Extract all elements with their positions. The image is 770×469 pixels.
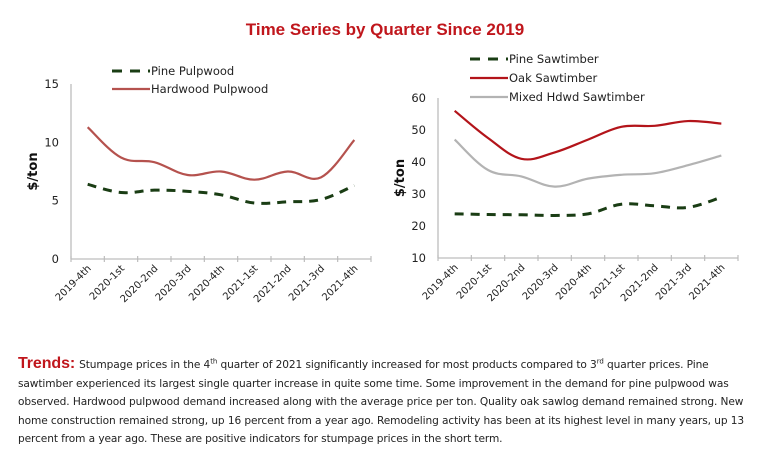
series-line-pine-sawtimber: [454, 195, 722, 217]
y-tick-label: 15: [44, 77, 59, 91]
legend-label: Oak Sawtimber: [509, 71, 597, 85]
y-tick-label: 40: [411, 155, 426, 169]
charts-canvas: 0510152019-4th2020-1st2020-2nd2020-3rd20…: [26, 52, 739, 305]
series-line-pine-pulpwood: [87, 182, 355, 205]
pulpwood-chart: 0510152019-4th2020-1st2020-2nd2020-3rd20…: [26, 64, 372, 305]
y-tick-label: 30: [411, 187, 426, 201]
y-tick-label: 20: [411, 219, 426, 233]
trends-text-1: Stumpage prices in the 4: [79, 359, 211, 371]
x-tick-label: 2020-4th: [554, 262, 594, 302]
trends-sup-1: th: [210, 357, 218, 366]
y-tick-label: 5: [52, 194, 59, 208]
trends-label: Trends:: [18, 355, 76, 372]
sawtimber-chart: 1020304050602019-4th2020-1st2020-2nd2020…: [393, 52, 739, 304]
trends-text-3: quarter prices. Pine sawtimber experienc…: [18, 359, 745, 446]
x-tick-label: 2021-4th: [687, 262, 727, 302]
y-tick-label: 60: [411, 91, 426, 105]
y-axis-title: $/ton: [26, 152, 41, 190]
y-tick-label: 10: [44, 135, 59, 149]
series-line-oak-sawtimber: [453, 109, 722, 161]
y-axis-title: $/ton: [393, 159, 408, 197]
y-tick-label: 10: [411, 251, 426, 265]
series-line-hardwood-pulpwood: [86, 126, 356, 181]
legend-label: Pine Sawtimber: [509, 52, 599, 66]
legend-label: Hardwood Pulpwood: [151, 82, 268, 96]
y-tick-label: 50: [411, 123, 426, 137]
page-title: Time Series by Quarter Since 2019: [245, 20, 525, 39]
legend-label: Mixed Hdwd Sawtimber: [509, 90, 645, 104]
trends-sup-2: rd: [596, 357, 604, 366]
legend-label: Pine Pulpwood: [151, 64, 234, 78]
x-tick-label: 2020-4th: [187, 263, 227, 303]
x-tick-label: 2019-4th: [54, 263, 94, 303]
series-line-mixed-hdwd-sawtimber: [453, 138, 722, 188]
y-tick-label: 0: [52, 252, 59, 266]
x-tick-label: 2021-4th: [320, 263, 360, 303]
x-tick-label: 2019-4th: [421, 262, 461, 302]
trends-text-2: quarter of 2021 significantly increased …: [217, 359, 597, 371]
trends-paragraph: Trends: Stumpage prices in the 4th quarte…: [18, 355, 760, 449]
